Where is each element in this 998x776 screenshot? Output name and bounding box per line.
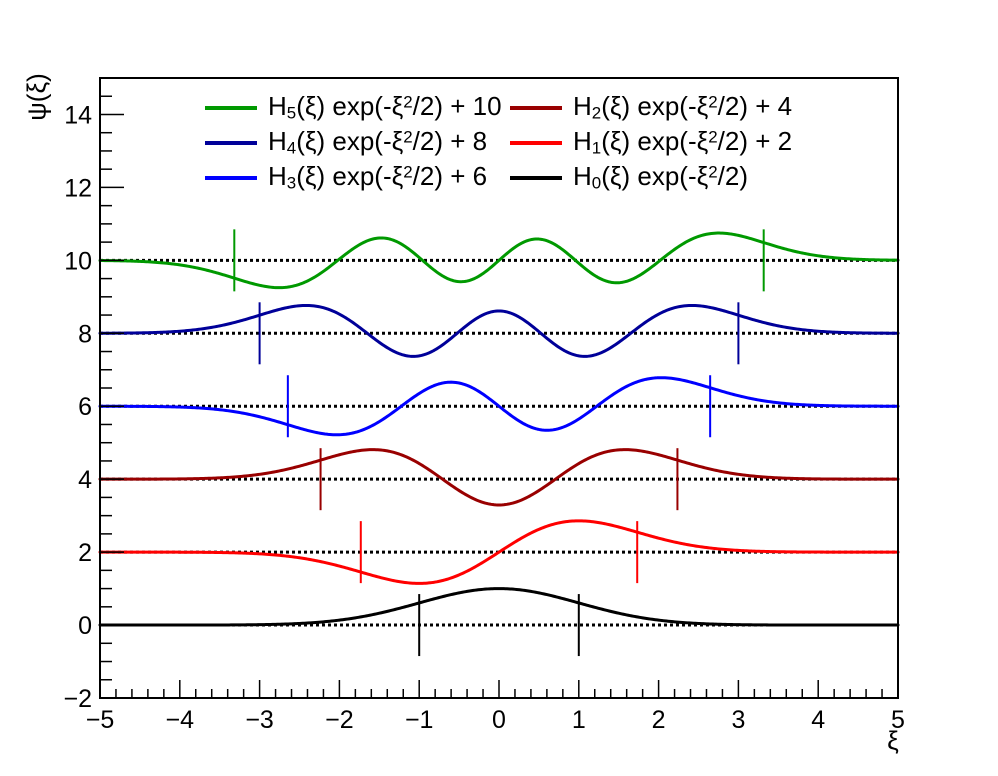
x-tick-label: −2 (325, 706, 354, 734)
legend-line-sample (510, 175, 562, 180)
y-tick-label: 2 (78, 539, 92, 567)
legend-line-sample (510, 140, 562, 145)
y-tick-label: 0 (78, 612, 92, 640)
legend-line-sample (205, 140, 257, 145)
x-tick-label: 5 (891, 706, 905, 734)
x-tick-label: 1 (572, 706, 586, 734)
y-tick-label: 4 (78, 466, 92, 494)
curve-H3 (98, 376, 900, 437)
y-tick-label: −2 (63, 685, 92, 713)
y-tick-label: 8 (78, 320, 92, 348)
legend-entry-h5: H5(ξ) exp(-ξ2/2) + 10 (205, 90, 510, 125)
y-axis-title: ψ(ξ) (21, 73, 52, 121)
legend-label: H5(ξ) exp(-ξ2/2) + 10 (268, 91, 502, 123)
legend-label: H4(ξ) exp(-ξ2/2) + 8 (268, 126, 488, 158)
curve-H1 (98, 519, 900, 585)
legend-line-sample (510, 105, 562, 110)
legend-label: H3(ξ) exp(-ξ2/2) + 6 (268, 161, 488, 193)
x-tick-label: −3 (245, 706, 274, 734)
curve-H0 (98, 587, 900, 627)
x-tick-label: −4 (166, 706, 195, 734)
curve-H4 (98, 303, 900, 358)
legend-label: H0(ξ) exp(-ξ2/2) (573, 161, 748, 193)
y-tick-label: 14 (64, 101, 92, 129)
legend-label: H1(ξ) exp(-ξ2/2) + 2 (573, 126, 793, 158)
legend-column-left: H5(ξ) exp(-ξ2/2) + 10 H4(ξ) exp(-ξ2/2) +… (205, 90, 510, 195)
y-tick-label: 10 (64, 247, 92, 275)
x-axis-title: ξ (887, 725, 899, 756)
x-tick-label: 3 (731, 706, 745, 734)
legend-column-right: H2(ξ) exp(-ξ2/2) + 4 H1(ξ) exp(-ξ2/2) + … (510, 90, 792, 195)
y-tick-label: 6 (78, 393, 92, 421)
legend-entry-h1: H1(ξ) exp(-ξ2/2) + 2 (510, 125, 792, 160)
x-tick-label: −1 (405, 706, 434, 734)
legend-entry-h4: H4(ξ) exp(-ξ2/2) + 8 (205, 125, 510, 160)
x-tick-label: 0 (492, 706, 506, 734)
legend-label: H2(ξ) exp(-ξ2/2) + 4 (573, 91, 793, 123)
x-tick-label: −5 (86, 706, 115, 734)
y-tick-label: 12 (64, 174, 92, 202)
legend-line-sample (205, 105, 257, 110)
x-tick-label: 4 (811, 706, 825, 734)
legend-entry-h3: H3(ξ) exp(-ξ2/2) + 6 (205, 160, 510, 195)
legend: H5(ξ) exp(-ξ2/2) + 10 H4(ξ) exp(-ξ2/2) +… (205, 90, 792, 195)
legend-entry-h2: H2(ξ) exp(-ξ2/2) + 4 (510, 90, 792, 125)
x-tick-label: 2 (652, 706, 666, 734)
legend-entry-h0: H0(ξ) exp(-ξ2/2) (510, 160, 792, 195)
curve-H5 (98, 231, 900, 290)
legend-line-sample (205, 175, 257, 180)
curve-H2 (98, 448, 900, 507)
